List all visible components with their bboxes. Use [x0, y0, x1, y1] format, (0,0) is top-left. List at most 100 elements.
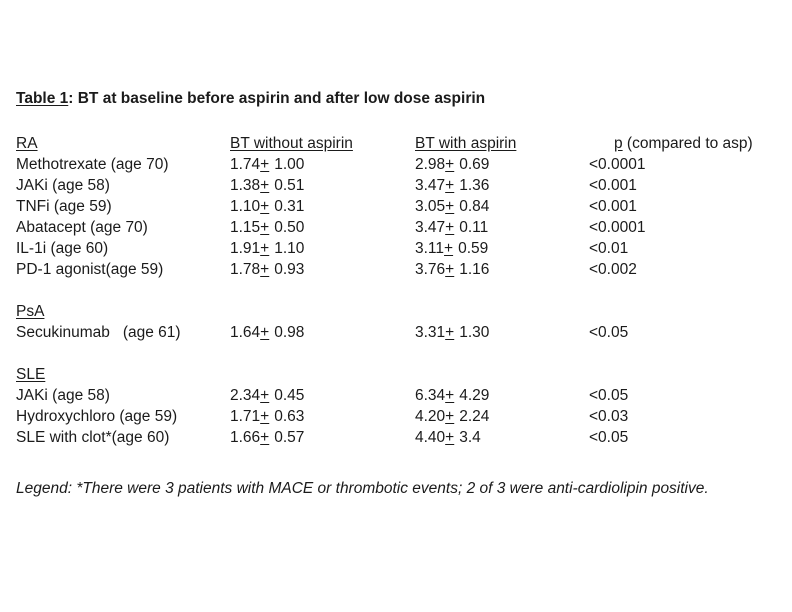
drug-name-cell: JAKi (age 58) — [16, 387, 110, 404]
plus-minus-sign: + — [444, 240, 454, 257]
table-row: JAKi (age 58) 1.38+ 0.51 3.47+ 1.36 <0.001 — [16, 175, 786, 196]
drug-name-cell: SLE with clot*(age 60) — [16, 429, 170, 446]
section-label: PsA — [16, 303, 45, 320]
mean-value: 3.05 — [415, 198, 446, 215]
mean-value: 3.11 — [415, 240, 445, 257]
p-value-cell: <0.05 — [589, 429, 629, 446]
p-value-cell: <0.01 — [589, 240, 629, 257]
plus-minus-sign: + — [260, 387, 270, 404]
plus-minus-sign: + — [260, 240, 270, 257]
spacer-row — [16, 280, 786, 301]
plus-minus-sign: + — [445, 387, 455, 404]
bt-with-value-cell: 3.47+ 0.11 — [415, 217, 589, 238]
mean-value: 1.91 — [230, 240, 261, 257]
plus-minus-sign: + — [260, 324, 270, 341]
sd-value: 1.16 — [459, 261, 490, 278]
plus-minus-sign: + — [445, 177, 455, 194]
mean-value: 1.10 — [230, 198, 261, 215]
table-row: SLE with clot*(age 60) 1.66+ 0.57 4.40+ 3.4 <… — [16, 427, 786, 448]
bt-without-value-cell: 1.10+ 0.31 — [230, 196, 415, 217]
section-label: RA — [16, 135, 38, 152]
table-title: Table 1: BT at baseline before aspirin a… — [16, 88, 485, 109]
sd-value: 0.59 — [458, 240, 489, 257]
mean-value: 3.47 — [415, 219, 446, 236]
plus-minus-sign: + — [260, 261, 270, 278]
table-row: JAKi (age 58) 2.34+ 0.45 6.34+ 4.29 <0.05 — [16, 385, 786, 406]
table-title-number: Table 1 — [16, 90, 69, 107]
table-legend: Legend: *There were 3 patients with MACE… — [16, 480, 709, 497]
bt-without-value-cell: 1.71+ 0.63 — [230, 406, 415, 427]
sd-value: 1.30 — [459, 324, 490, 341]
p-value-cell: <0.05 — [589, 387, 629, 404]
drug-name-cell: PD-1 agonist(age 59) — [16, 261, 164, 278]
drug-name-cell: Methotrexate (age 70) — [16, 156, 169, 173]
drug-name-cell: Secukinumab (age 61) — [16, 324, 181, 341]
mean-value: 6.34 — [415, 387, 446, 404]
plus-minus-sign: + — [260, 408, 270, 425]
sd-value: 0.84 — [459, 198, 490, 215]
bt-without-value-cell: 1.78+ 0.93 — [230, 259, 415, 280]
p-value-cell: <0.002 — [589, 261, 637, 278]
bt-with-value-cell: 6.34+ 4.29 — [415, 385, 589, 406]
mean-value: 1.71 — [230, 408, 261, 425]
mean-value: 1.74 — [230, 156, 261, 173]
drug-name-cell: JAKi (age 58) — [16, 177, 110, 194]
header-label-p: p — [614, 135, 623, 152]
spacer-row — [16, 343, 786, 364]
table-row: PD-1 agonist(age 59) 1.78+ 0.93 3.76+ 1.16 <0… — [16, 259, 786, 280]
bt-without-value-cell: 1.38+ 0.51 — [230, 175, 415, 196]
sd-value: 1.36 — [459, 177, 490, 194]
bt-with-value-cell: 3.47+ 1.36 — [415, 175, 589, 196]
header-label-p-suffix: (compared to asp) — [622, 135, 753, 152]
section-label-cell: SLE — [16, 364, 230, 385]
sd-value: 1.10 — [274, 240, 305, 257]
bt-without-value-cell: 1.15+ 0.50 — [230, 217, 415, 238]
bt-with-value-cell: 3.31+ 1.30 — [415, 322, 589, 343]
drug-name-cell: TNFi (age 59) — [16, 198, 112, 215]
drug-name-cell: IL-1i (age 60) — [16, 240, 109, 257]
sd-value: 0.98 — [274, 324, 305, 341]
mean-value: 1.64 — [230, 324, 261, 341]
plus-minus-sign: + — [445, 156, 455, 173]
p-value-cell: <0.03 — [589, 408, 629, 425]
sd-value: 0.50 — [274, 219, 305, 236]
plus-minus-sign: + — [445, 429, 455, 446]
sd-value: 0.45 — [274, 387, 305, 404]
sd-value: 4.29 — [459, 387, 490, 404]
bt-with-value-cell: 3.11+ 0.59 — [415, 238, 589, 259]
table-row: IL-1i (age 60) 1.91+ 1.10 3.11+ 0.59 <0.01 — [16, 238, 786, 259]
bt-without-value-cell: 1.64+ 0.98 — [230, 322, 415, 343]
bt-table-body: Methotrexate (age 70) 1.74+ 1.00 2.98+ 0.69 <… — [16, 154, 786, 448]
mean-value: 1.38 — [230, 177, 261, 194]
sd-value: 3.4 — [459, 429, 481, 446]
plus-minus-sign: + — [445, 408, 455, 425]
drug-name-cell: Hydroxychloro (age 59) — [16, 408, 178, 425]
plus-minus-sign: + — [445, 219, 455, 236]
sd-value: 0.69 — [459, 156, 490, 173]
bt-without-value-cell: 1.66+ 0.57 — [230, 427, 415, 448]
plus-minus-sign: + — [260, 219, 270, 236]
mean-value: 4.20 — [415, 408, 446, 425]
bt-with-value-cell: 3.76+ 1.16 — [415, 259, 589, 280]
p-value-cell: <0.001 — [589, 177, 637, 194]
table-title-text: : BT at baseline before aspirin and afte… — [68, 90, 486, 107]
sd-value: 0.63 — [274, 408, 305, 425]
p-value-cell: <0.001 — [589, 198, 637, 215]
table-row: Secukinumab (age 61) 1.64+ 0.98 3.31+ 1.30 <0… — [16, 322, 786, 343]
sd-value: 0.11 — [459, 219, 489, 236]
header-cell-bt-with: BT with aspirin — [415, 133, 589, 154]
plus-minus-sign: + — [260, 156, 270, 173]
sd-value: 0.31 — [274, 198, 305, 215]
plus-minus-sign: + — [445, 324, 455, 341]
mean-value: 1.78 — [230, 261, 261, 278]
mean-value: 1.15 — [230, 219, 261, 236]
drug-name-cell: Abatacept (age 70) — [16, 219, 148, 236]
p-value-cell: <0.0001 — [589, 219, 646, 236]
plus-minus-sign: + — [445, 261, 455, 278]
header-label-bt-without: BT without aspirin — [230, 135, 353, 152]
mean-value: 4.40 — [415, 429, 446, 446]
mean-value: 2.98 — [415, 156, 446, 173]
plus-minus-sign: + — [445, 198, 455, 215]
plus-minus-sign: + — [260, 177, 270, 194]
bt-without-value-cell: 1.91+ 1.10 — [230, 238, 415, 259]
